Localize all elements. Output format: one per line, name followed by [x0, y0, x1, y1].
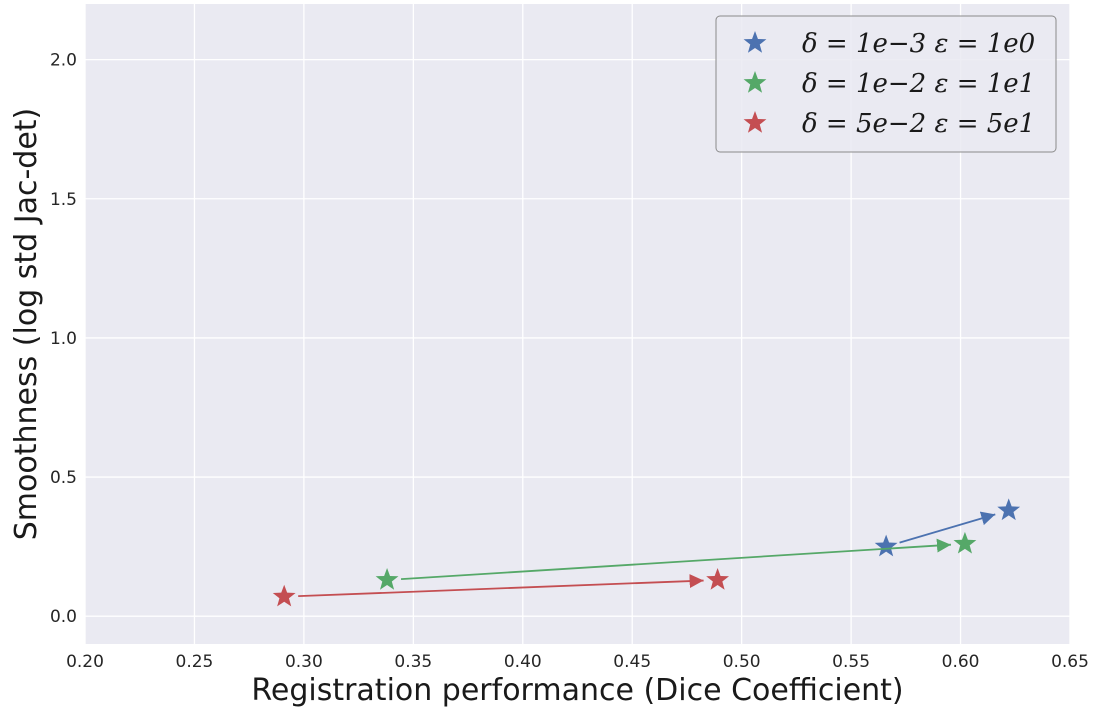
series-2-start-point	[272, 584, 296, 607]
x-axis-label: Registration performance (Dice Coefficie…	[251, 673, 903, 708]
y-tick-label: 1.5	[50, 190, 77, 210]
series-1-arrow	[400, 538, 952, 581]
legend-marker-2	[743, 111, 767, 133]
x-tick-label: 0.45	[613, 652, 651, 672]
series-0-arrow	[899, 511, 996, 544]
x-tick-label: 0.55	[832, 652, 870, 672]
series-1	[375, 531, 977, 590]
x-tick-label: 0.65	[1051, 652, 1089, 672]
x-tick-labels: 0.20 0.25 0.30 0.35 0.40 0.45 0.50 0.55 0.60 0.65	[66, 652, 1089, 672]
x-tick-label: 0.35	[394, 652, 432, 672]
y-tick-labels: 0.0 0.5 1.0 1.5 2.0	[50, 51, 77, 628]
data-series	[272, 498, 1021, 607]
series-1-start-point	[375, 568, 399, 590]
x-tick-label: 0.20	[66, 652, 104, 672]
series-0	[874, 498, 1021, 557]
legend-marker-0	[743, 31, 767, 53]
legend-label-0: δ = 1e−3 ε = 1e0	[802, 29, 1035, 59]
legend: δ = 1e−3 ε = 1e0 δ = 1e−2 ε = 1e1 δ = 5e−2…	[715, 15, 1057, 153]
y-tick-label: 0.5	[50, 468, 77, 488]
x-tick-label: 0.40	[504, 652, 542, 672]
series-2-arrow	[298, 574, 704, 598]
series-2-end-point	[706, 568, 729, 590]
legend-label-2: δ = 5e−2 ε = 5e1	[802, 109, 1035, 139]
x-tick-label: 0.25	[176, 652, 214, 672]
legend-box	[715, 15, 1057, 153]
series-0-end-point	[997, 498, 1021, 521]
series-1-end-point	[953, 531, 977, 554]
y-tick-label: 1.0	[50, 329, 77, 349]
series-0-start-point	[874, 534, 898, 557]
legend-label-1: δ = 1e−2 ε = 1e1	[802, 69, 1035, 99]
series-2	[272, 568, 729, 607]
legend-marker-1	[743, 71, 767, 93]
x-tick-label: 0.30	[285, 652, 323, 672]
x-tick-label: 0.50	[723, 652, 761, 672]
x-tick-label: 0.60	[942, 652, 980, 672]
y-tick-label: 2.0	[50, 51, 77, 71]
y-tick-label: 0.0	[50, 607, 77, 627]
y-axis-label: Smoothness (log std Jac-det)	[9, 108, 44, 540]
